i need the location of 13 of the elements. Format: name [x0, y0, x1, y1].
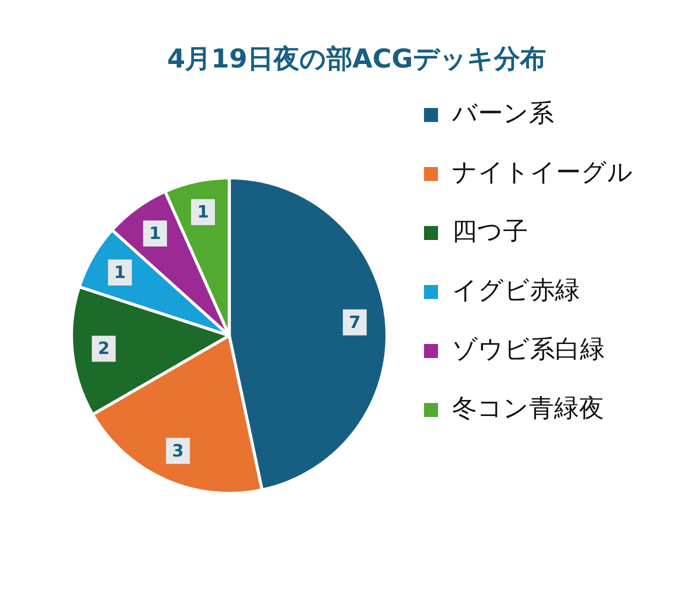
legend-label: ゾウビ系白緑	[452, 334, 605, 364]
data-label: 1	[149, 224, 161, 244]
data-label: 3	[172, 441, 184, 462]
data-label: 1	[114, 262, 126, 283]
legend-label: バーン系	[451, 98, 554, 128]
chart-title: 4月19日夜の部ACGデッキ分布	[167, 44, 546, 74]
legend-label: イグビ赤緑	[452, 276, 580, 304]
legend-label: ナイトイーグル	[452, 158, 633, 186]
data-label: 2	[98, 339, 110, 360]
legend-label: 冬コン青緑夜	[452, 394, 604, 422]
data-label: 1	[197, 202, 209, 223]
data-label: 7	[348, 312, 361, 333]
legend-label: 四つ子	[452, 216, 528, 246]
